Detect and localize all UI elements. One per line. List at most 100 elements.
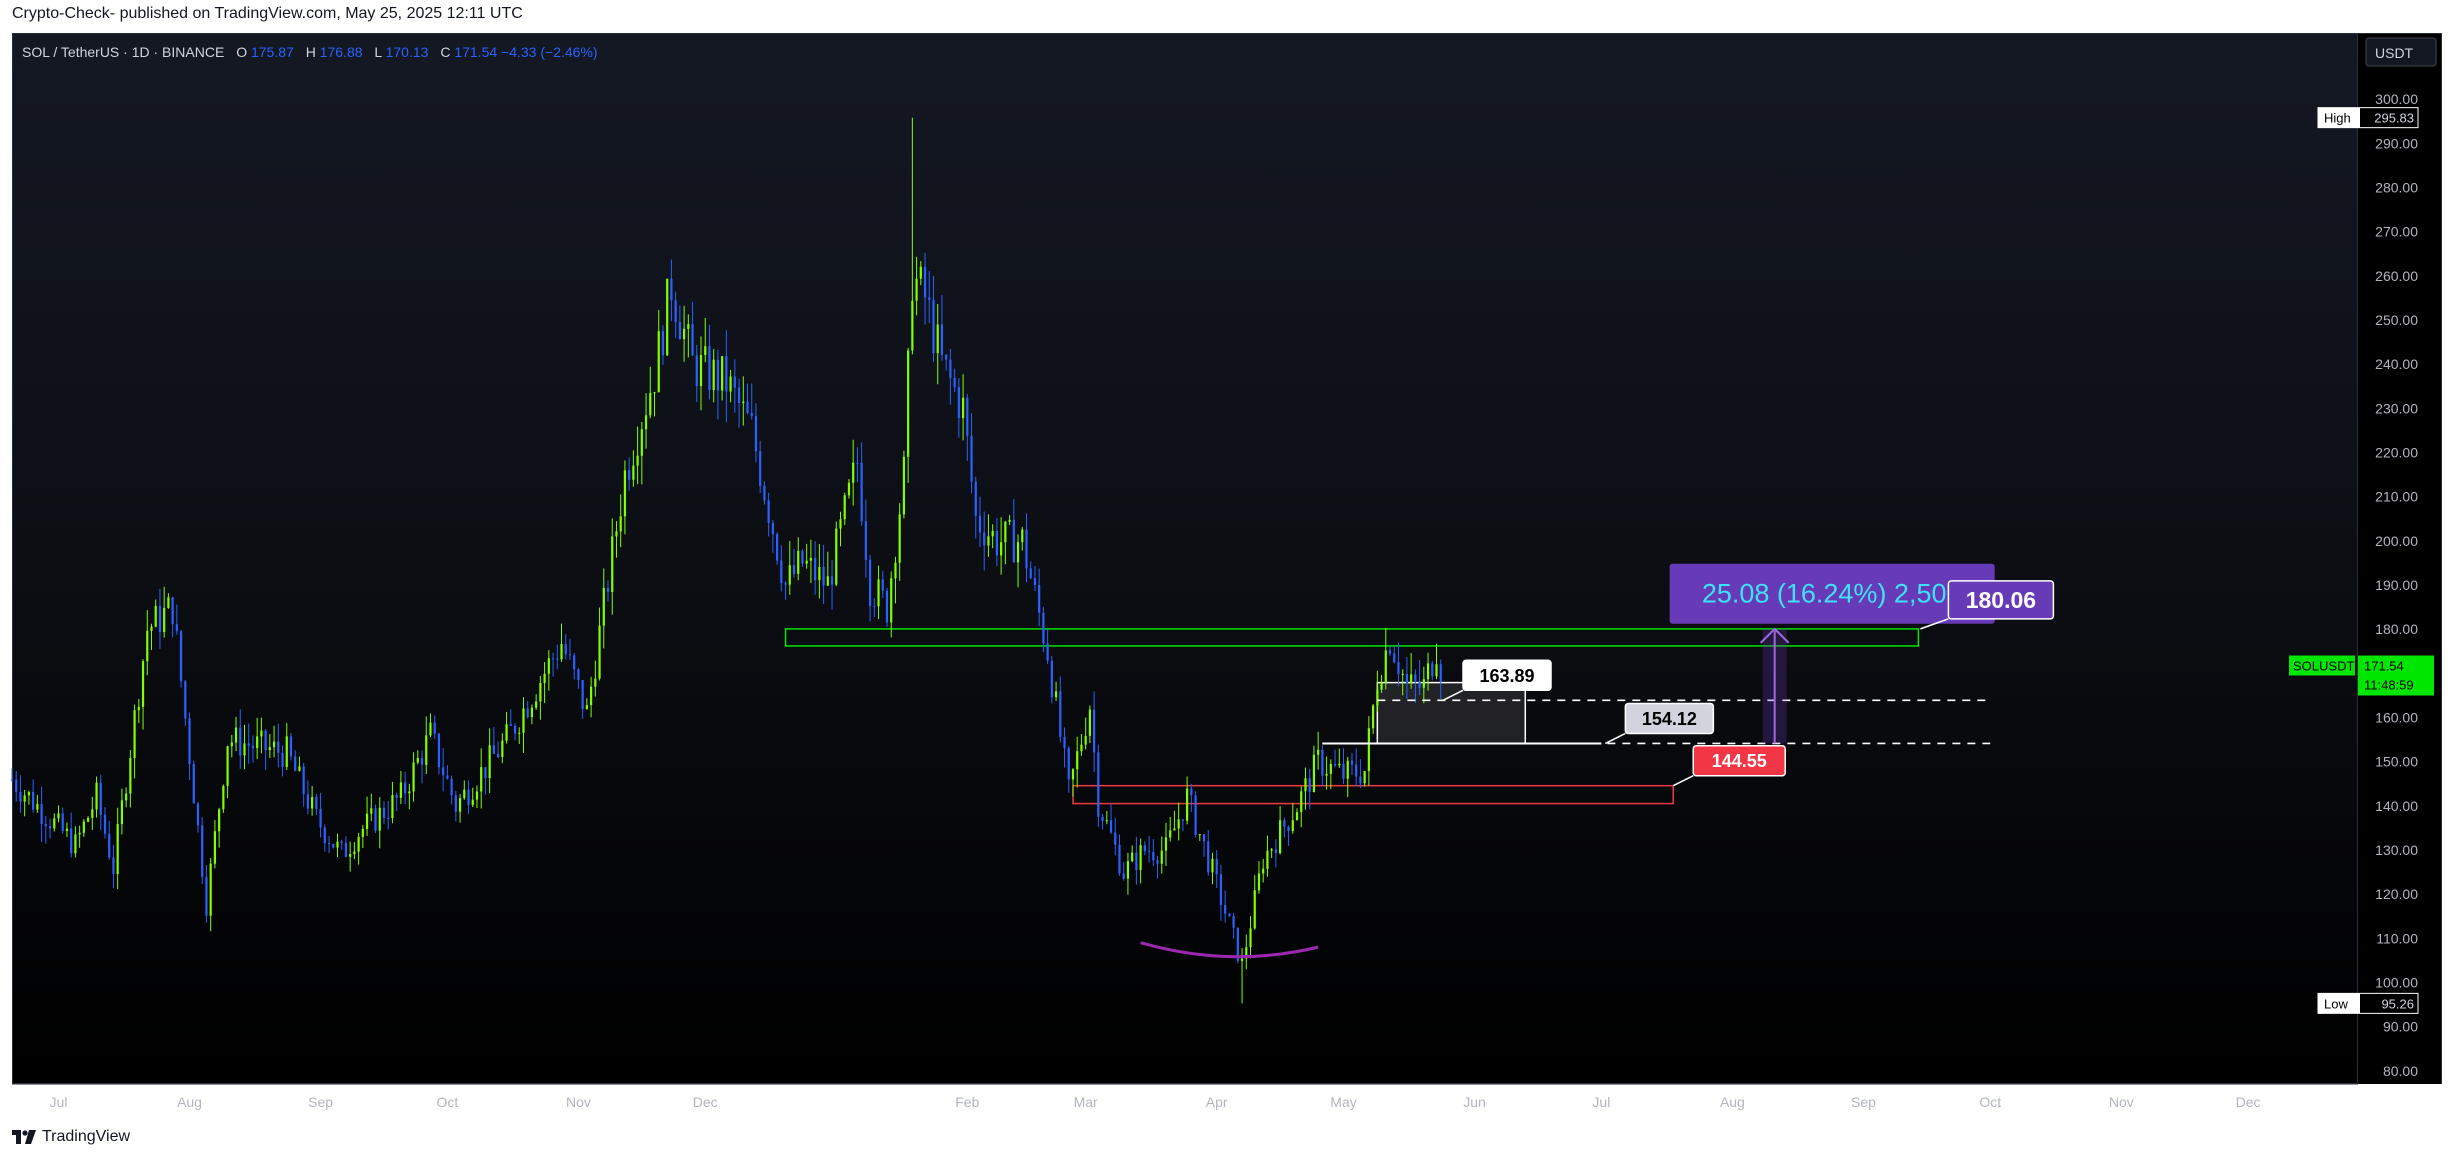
candle-down — [1388, 646, 1392, 657]
candle-down — [678, 305, 681, 341]
low-tag: Low 95.26 — [2317, 992, 2419, 1014]
candle-body — [336, 841, 339, 848]
candle-down — [873, 598, 876, 618]
chart-pane[interactable] — [12, 33, 2358, 1084]
candle-up — [809, 539, 813, 584]
candle-body — [1219, 874, 1223, 906]
callout-box — [1692, 744, 1786, 777]
candle-up — [222, 784, 225, 813]
x-tick-label: Jul — [50, 1094, 68, 1110]
candle-down — [556, 644, 559, 670]
x-tick-label: Nov — [2109, 1094, 2134, 1110]
candle-down — [1359, 759, 1362, 788]
candle-up — [1279, 806, 1282, 855]
candle-up — [1186, 776, 1189, 825]
candle-body — [522, 708, 525, 733]
candle-body — [636, 455, 639, 466]
candle-down — [205, 865, 208, 923]
candle-down — [1063, 727, 1066, 768]
candle-body — [1211, 858, 1214, 873]
tradingview-logo-icon[interactable] — [12, 1130, 36, 1144]
candle-up — [1080, 733, 1083, 756]
candle-down — [1147, 835, 1151, 863]
candle-body — [961, 397, 965, 418]
candle-up — [987, 514, 990, 557]
candle-up — [1435, 643, 1438, 680]
candle-down — [957, 377, 960, 438]
callout-box — [1624, 702, 1715, 735]
candle-body — [788, 565, 791, 585]
candle-body — [568, 654, 572, 656]
candle-up — [742, 376, 745, 426]
candle-down — [1439, 659, 1442, 699]
candle-body — [65, 828, 69, 831]
candle-body — [1435, 664, 1438, 677]
candle-down — [1224, 890, 1227, 923]
candle-up — [1304, 767, 1307, 810]
candle-up — [1270, 847, 1273, 859]
candle-body — [209, 863, 212, 916]
candle-up — [898, 503, 901, 581]
candle-up — [129, 750, 132, 808]
candle-body — [416, 757, 419, 763]
candle-up — [167, 593, 170, 609]
candle-up — [615, 521, 618, 558]
candle-body — [1253, 890, 1256, 929]
price-axis[interactable] — [2358, 33, 2442, 1084]
candle-down — [1135, 836, 1138, 885]
candle-up — [95, 776, 98, 818]
candle-down — [830, 559, 834, 610]
candle-body — [1122, 873, 1125, 879]
candle-body — [966, 397, 969, 436]
candle-body — [243, 743, 246, 756]
candle-down — [759, 440, 762, 494]
candle-body — [712, 359, 715, 391]
candle-down — [814, 541, 817, 595]
candle-down — [737, 378, 741, 428]
candle-up — [623, 460, 627, 535]
open-value: 175.87 — [250, 44, 294, 60]
candle-body — [1029, 568, 1032, 579]
candle-body — [653, 392, 656, 394]
candle-down — [945, 354, 948, 371]
candle-body — [602, 588, 605, 626]
candle-up — [1367, 716, 1370, 786]
candle-down — [484, 767, 487, 795]
candle-down — [1093, 691, 1096, 772]
candle-down — [239, 709, 242, 769]
candle-body — [272, 741, 276, 748]
currency-button[interactable]: USDT — [2365, 37, 2437, 67]
x-tick-label: 2025 — [821, 1094, 852, 1110]
x-tick-label: Jul — [1592, 1094, 1610, 1110]
candle-body — [36, 803, 39, 810]
candle-down — [302, 762, 305, 807]
y-tick-label: 240.00 — [2375, 356, 2418, 372]
candle-body — [814, 557, 817, 581]
candle-body — [1329, 764, 1332, 774]
footer-brand[interactable]: TradingView — [42, 1128, 131, 1145]
candle-up — [150, 623, 153, 650]
callout-text: 154.12 — [1642, 709, 1697, 729]
x-tick-label: Sep — [1851, 1094, 1876, 1110]
candle-up — [1249, 916, 1252, 959]
candle-body — [40, 803, 43, 825]
candle-body — [708, 346, 711, 391]
candle-body — [1105, 820, 1108, 822]
candle-up — [1426, 652, 1430, 691]
candle-body — [1372, 705, 1375, 729]
candle-body — [319, 809, 322, 828]
candle-up — [721, 356, 724, 401]
candle-up — [543, 662, 546, 704]
candle-body — [234, 727, 238, 743]
candle-body — [1215, 858, 1218, 875]
candle-body — [27, 792, 31, 796]
candle-body — [1249, 928, 1252, 948]
candle-up — [1410, 653, 1413, 689]
candle-body — [763, 485, 766, 501]
symbol-title[interactable]: SOL / TetherUS · 1D · BINANCE — [22, 44, 225, 60]
candle-down — [953, 368, 956, 392]
candle-down — [1181, 819, 1184, 832]
candle-body — [915, 278, 918, 301]
candle-down — [1118, 834, 1121, 876]
